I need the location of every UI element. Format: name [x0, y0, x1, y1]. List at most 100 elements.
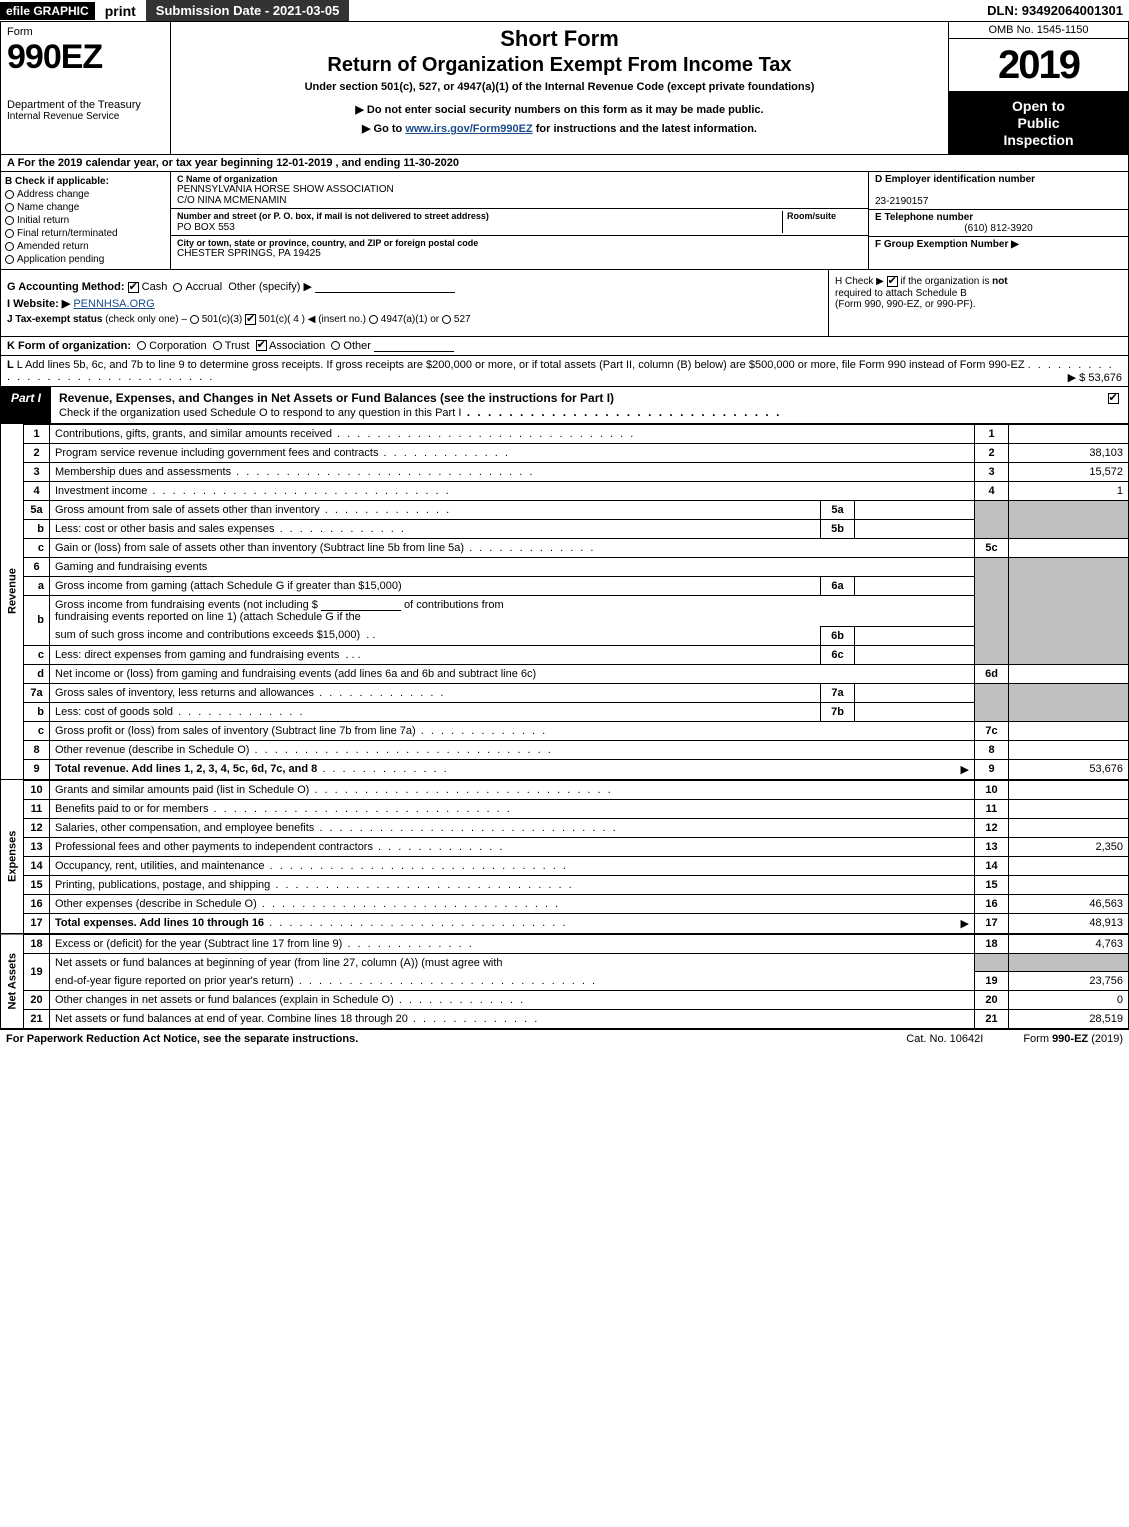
- main-title: Return of Organization Exempt From Incom…: [179, 54, 940, 77]
- irs-link[interactable]: www.irs.gov/Form990EZ: [405, 123, 532, 135]
- ghi-left: G Accounting Method: Cash Accrual Other …: [1, 270, 828, 335]
- revenue-side: Revenue: [1, 424, 24, 759]
- print-label[interactable]: print: [95, 3, 146, 19]
- r19b: end-of-year figure reported on prior yea…: [55, 975, 294, 987]
- g-label: G Accounting Method:: [7, 281, 125, 293]
- j-501c: 501(c)( 4 ) ◀ (insert no.): [259, 315, 366, 326]
- r12: Salaries, other compensation, and employ…: [55, 822, 314, 834]
- v17: 48,913: [1009, 913, 1129, 933]
- form-number: 990EZ: [7, 38, 164, 77]
- r21: Net assets or fund balances at end of ye…: [55, 1013, 408, 1025]
- goto-note: ▶ Go to www.irs.gov/Form990EZ for instru…: [179, 122, 940, 135]
- r7a: Gross sales of inventory, less returns a…: [55, 687, 314, 699]
- v1: [1009, 424, 1129, 443]
- goto-post: for instructions and the latest informat…: [533, 123, 757, 135]
- b-app-pending[interactable]: Application pending: [5, 254, 166, 265]
- r11: Benefits paid to or for members: [55, 803, 208, 815]
- footer-cat: Cat. No. 10642I: [906, 1033, 983, 1045]
- b-initial[interactable]: Initial return: [5, 215, 166, 226]
- j-527: 527: [454, 315, 471, 326]
- submission-date: Submission Date - 2021-03-05: [146, 0, 350, 21]
- r6d: Net income or (loss) from gaming and fun…: [50, 664, 975, 683]
- footer-right: Form 990-EZ (2019): [1023, 1033, 1123, 1045]
- r9: Total revenue. Add lines 1, 2, 3, 4, 5c,…: [55, 763, 317, 775]
- r5a: Gross amount from sale of assets other t…: [55, 504, 320, 516]
- part1-check[interactable]: [1098, 387, 1128, 423]
- r6: Gaming and fundraising events: [50, 557, 975, 576]
- website-link[interactable]: PENNHSA.ORG: [73, 298, 154, 310]
- h-check[interactable]: [887, 276, 898, 287]
- j-501c-check[interactable]: [245, 314, 256, 325]
- dln: DLN: 93492064001301: [987, 3, 1129, 18]
- h-mid: if the organization is: [900, 277, 992, 288]
- efile-badge: efile GRAPHIC: [0, 2, 95, 20]
- g-accrual: Accrual: [185, 281, 222, 293]
- irs-label: Internal Revenue Service: [7, 111, 164, 122]
- part1-check-text: Check if the organization used Schedule …: [59, 407, 461, 419]
- section-ghij: G Accounting Method: Cash Accrual Other …: [0, 270, 1129, 336]
- open-public: Open to Public Inspection: [949, 92, 1128, 154]
- v4: 1: [1009, 481, 1129, 500]
- b-amended[interactable]: Amended return: [5, 241, 166, 252]
- r18: Excess or (deficit) for the year (Subtra…: [55, 938, 342, 950]
- g-accrual-check[interactable]: [173, 283, 182, 292]
- b-final[interactable]: Final return/terminated: [5, 228, 166, 239]
- g-other-blank[interactable]: [315, 281, 455, 293]
- e-label: E Telephone number: [875, 212, 973, 223]
- i-label: I Website: ▶: [7, 298, 70, 310]
- r6b-blank[interactable]: [321, 599, 401, 611]
- j-527-check[interactable]: [442, 315, 451, 324]
- street: PO BOX 553: [177, 222, 235, 233]
- city: CHESTER SPRINGS, PA 19425: [177, 248, 862, 259]
- r5c: Gain or (loss) from sale of assets other…: [55, 542, 464, 554]
- k-other-blank[interactable]: [374, 340, 454, 352]
- j-note: (check only one) –: [105, 315, 187, 326]
- h-not: not: [992, 277, 1008, 288]
- r6a: Gross income from gaming (attach Schedul…: [55, 580, 402, 592]
- form-label: Form: [7, 26, 164, 38]
- j-4947: 4947(a)(1) or: [381, 315, 439, 326]
- r6b1: Gross income from fundraising events (no…: [55, 599, 318, 611]
- h-t4: (Form 990, 990-EZ, or 990-PF).: [835, 299, 976, 310]
- k-other-check[interactable]: [331, 341, 340, 350]
- dept-label: Department of the Treasury: [7, 99, 164, 111]
- k-assoc-check[interactable]: [256, 340, 267, 351]
- g-cash-check[interactable]: [128, 282, 139, 293]
- g-cash: Cash: [142, 281, 168, 293]
- l-text: L Add lines 5b, 6c, and 7b to line 9 to …: [17, 359, 1025, 371]
- v9: 53,676: [1009, 759, 1129, 779]
- v21: 28,519: [1009, 1010, 1129, 1029]
- r17: Total expenses. Add lines 10 through 16: [55, 917, 264, 929]
- netassets-table: Net Assets 18Excess or (deficit) for the…: [0, 934, 1129, 1030]
- r13: Professional fees and other payments to …: [55, 841, 373, 853]
- c-label: C Name of organization: [177, 174, 862, 184]
- header-left: Form 990EZ Department of the Treasury In…: [1, 22, 171, 154]
- v2: 38,103: [1009, 443, 1129, 462]
- k-trust-check[interactable]: [213, 341, 222, 350]
- v18: 4,763: [1009, 934, 1129, 953]
- j-row: J Tax-exempt status (check only one) – 5…: [7, 314, 822, 325]
- l-amount: ▶ $ 53,676: [1068, 371, 1122, 384]
- j-501c3: 501(c)(3): [202, 315, 243, 326]
- b-addr-change[interactable]: Address change: [5, 189, 166, 200]
- h-box: H Check ▶ if the organization is not req…: [828, 270, 1128, 335]
- room-label: Room/suite: [787, 211, 836, 221]
- j-501c3-check[interactable]: [190, 315, 199, 324]
- r19a: Net assets or fund balances at beginning…: [50, 953, 975, 972]
- i-row: I Website: ▶ PENNHSA.ORG: [7, 297, 822, 310]
- k-label: K Form of organization:: [7, 340, 131, 352]
- j-4947-check[interactable]: [369, 315, 378, 324]
- r7c: Gross profit or (loss) from sales of inv…: [55, 725, 416, 737]
- short-form-title: Short Form: [179, 26, 940, 52]
- h-pre: H Check ▶: [835, 277, 887, 288]
- r6b4: sum of such gross income and contributio…: [55, 629, 360, 641]
- b-name-change[interactable]: Name change: [5, 202, 166, 213]
- r6b3: fundraising events reported on line 1) (…: [55, 611, 361, 623]
- b-heading: B Check if applicable:: [5, 176, 166, 187]
- ein: 23-2190157: [875, 196, 928, 207]
- omb-number: OMB No. 1545-1150: [949, 22, 1128, 39]
- r4: Investment income: [55, 485, 147, 497]
- r2: Program service revenue including govern…: [55, 447, 378, 459]
- ssn-warning: ▶ Do not enter social security numbers o…: [179, 103, 940, 116]
- k-corp-check[interactable]: [137, 341, 146, 350]
